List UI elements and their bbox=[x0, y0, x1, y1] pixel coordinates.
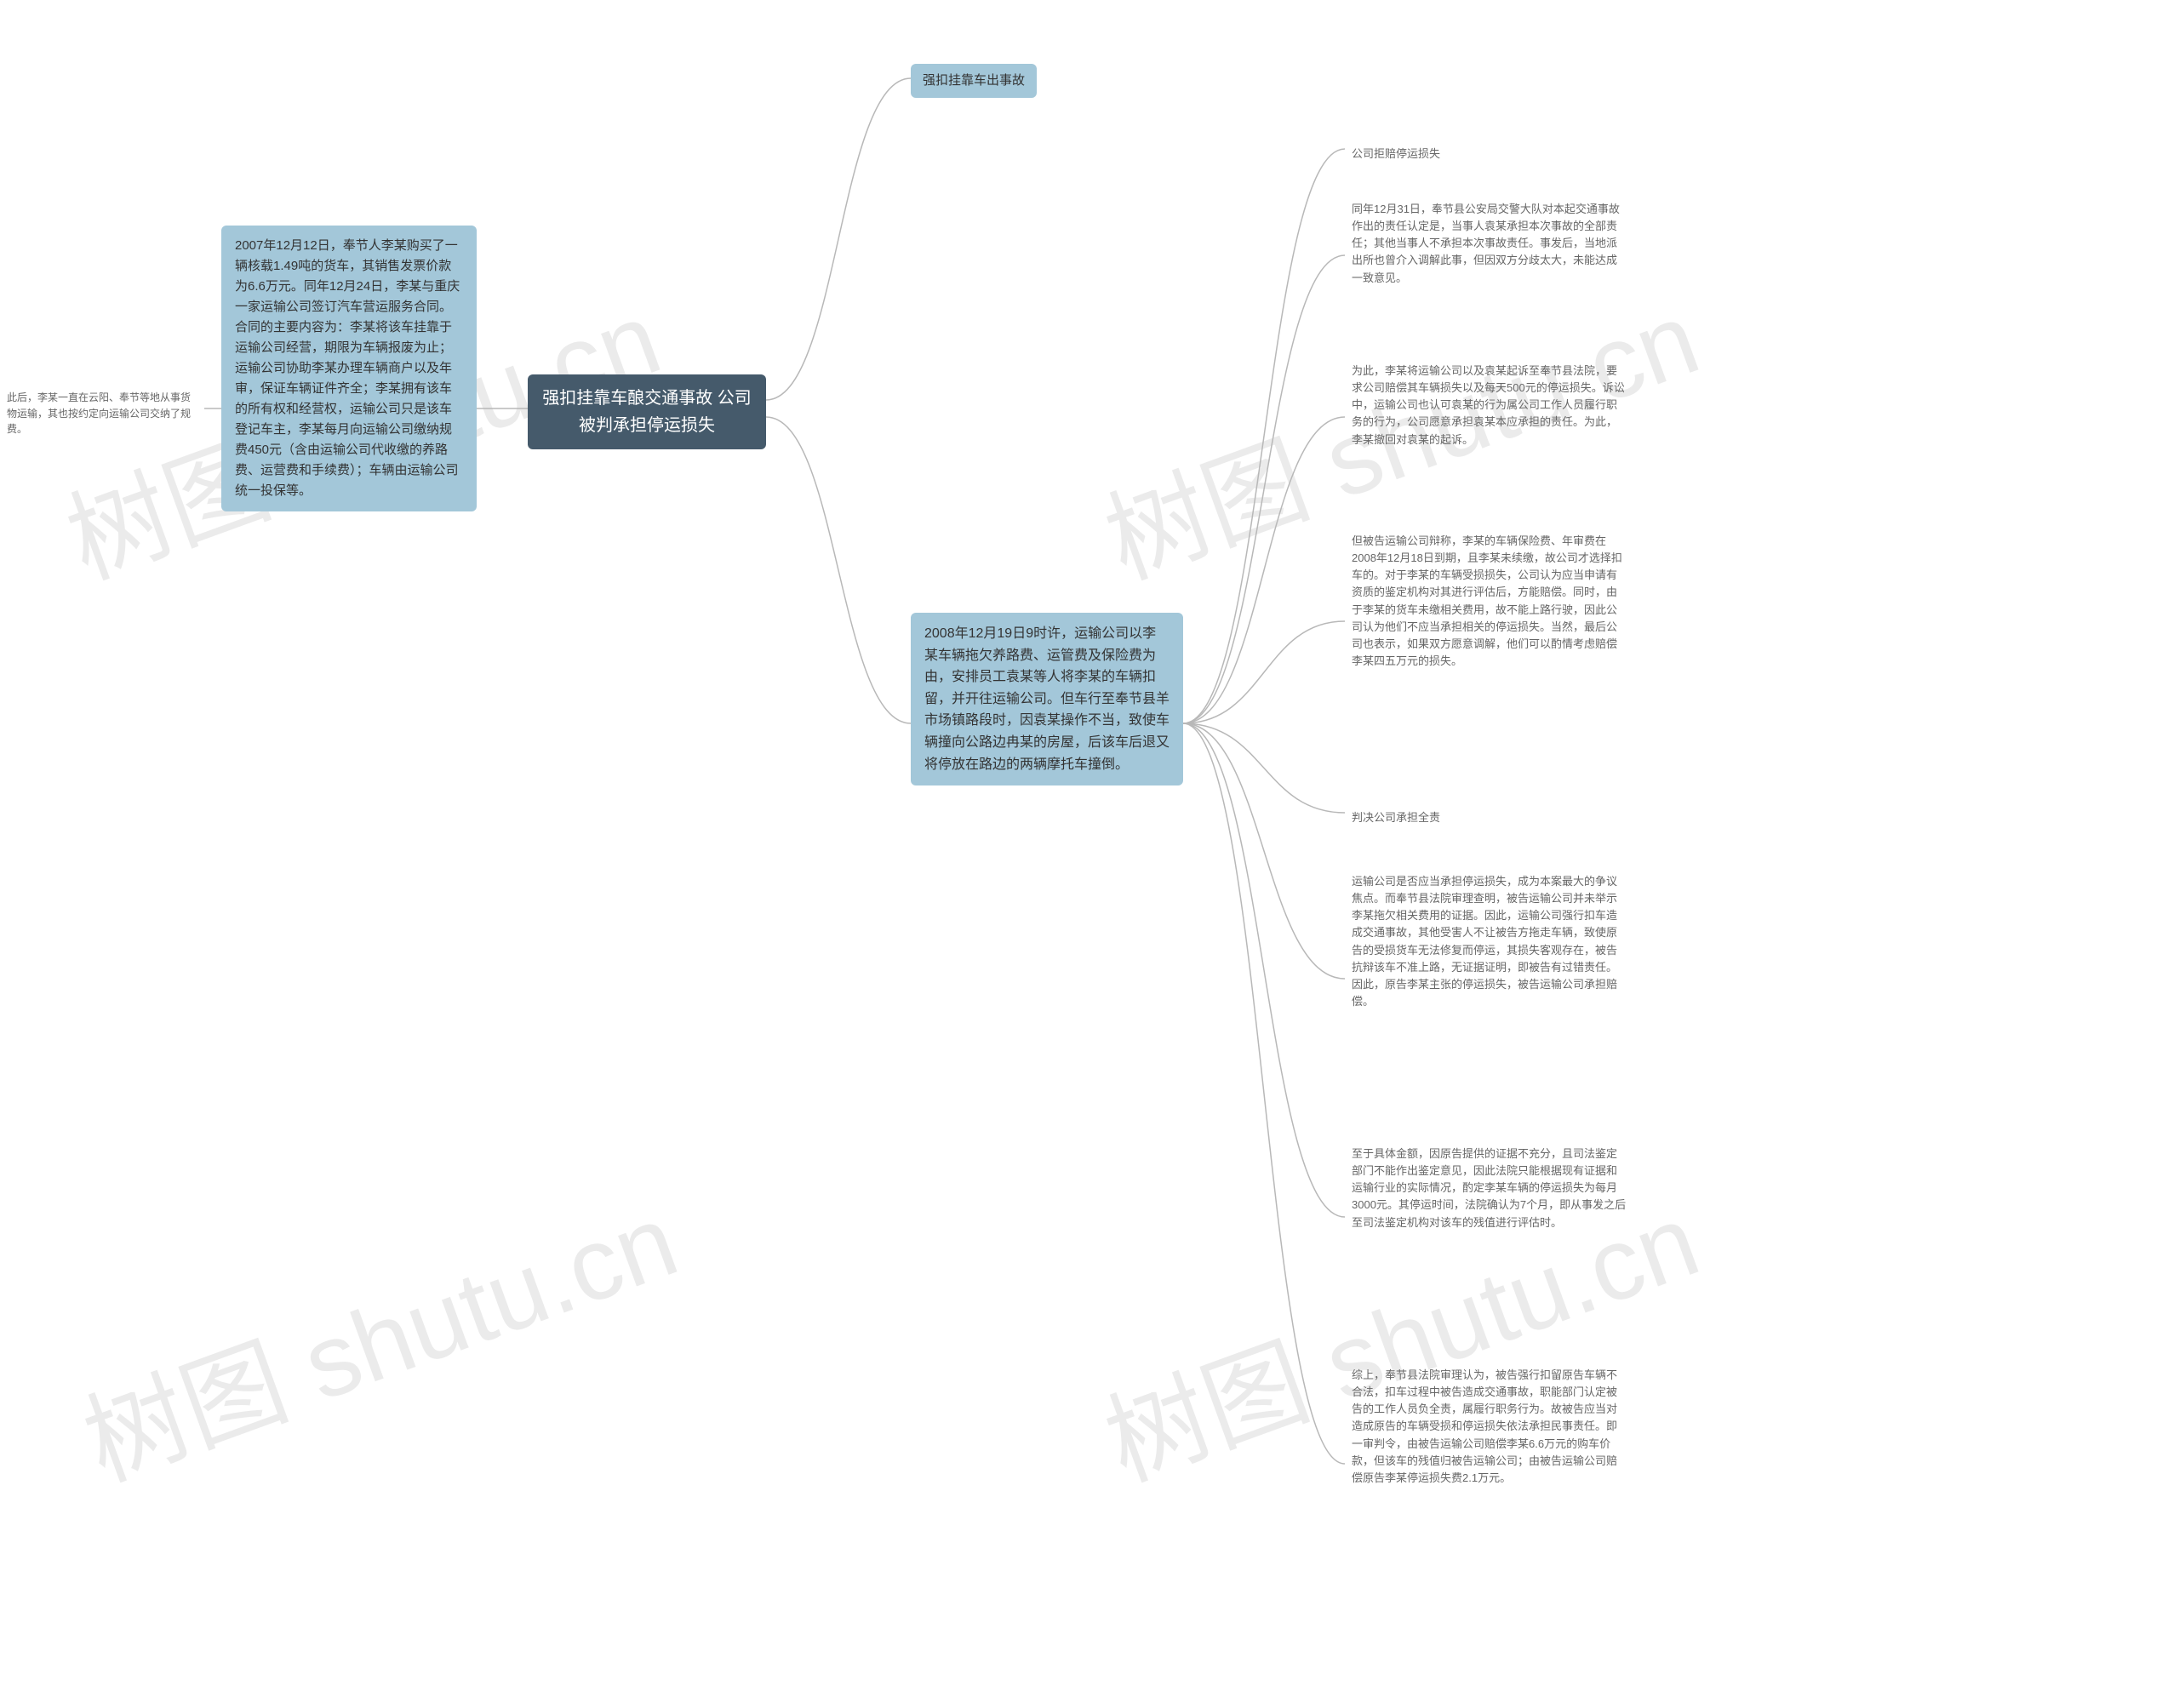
right-top-text: 强扣挂靠车出事故 bbox=[923, 73, 1025, 88]
left-sub-text: 此后，李某一直在云阳、奉节等地从事货物运输，其也按约定向运输公司交纳了规费。 bbox=[7, 391, 191, 435]
detail-6: 运输公司是否应当承担停运损失，成为本案最大的争议焦点。而奉节县法院审理查明，被告… bbox=[1345, 868, 1634, 1015]
detail-5-text: 判决公司承担全责 bbox=[1352, 811, 1440, 824]
root-label: 强扣挂靠车酿交通事故 公司被判承担停运损失 bbox=[542, 389, 752, 435]
right-main-node: 2008年12月19日9时许，运输公司以李某车辆拖欠养路费、运管费及保险费为由，… bbox=[911, 613, 1183, 785]
right-top-node: 强扣挂靠车出事故 bbox=[911, 64, 1037, 98]
detail-8-text: 综上，奉节县法院审理认为，被告强行扣留原告车辆不合法，扣车过程中被告造成交通事故… bbox=[1352, 1368, 1617, 1484]
right-main-text: 2008年12月19日9时许，运输公司以李某车辆拖欠养路费、运管费及保险费为由，… bbox=[924, 626, 1170, 772]
detail-4-text: 但被告运输公司辩称，李某的车辆保险费、年审费在2008年12月18日到期，且李某… bbox=[1352, 534, 1622, 667]
detail-7: 至于具体金额，因原告提供的证据不充分，且司法鉴定部门不能作出鉴定意见，因此法院只… bbox=[1345, 1140, 1634, 1237]
detail-4: 但被告运输公司辩称，李某的车辆保险费、年审费在2008年12月18日到期，且李某… bbox=[1345, 528, 1634, 675]
left-main-text: 2007年12月12日，奉节人李某购买了一辆核载1.49吨的货车，其销售发票价款… bbox=[235, 238, 460, 498]
detail-5: 判决公司承担全责 bbox=[1345, 804, 1634, 831]
detail-2-text: 同年12月31日，奉节县公安局交警大队对本起交通事故作出的责任认定是，当事人袁某… bbox=[1352, 203, 1620, 284]
left-sub-node: 此后，李某一直在云阳、奉节等地从事货物运输，其也按约定向运输公司交纳了规费。 bbox=[0, 385, 204, 443]
detail-6-text: 运输公司是否应当承担停运损失，成为本案最大的争议焦点。而奉节县法院审理查明，被告… bbox=[1352, 875, 1617, 1008]
root-node: 强扣挂靠车酿交通事故 公司被判承担停运损失 bbox=[528, 374, 766, 449]
watermark: 树图 shutu.cn bbox=[61, 1158, 694, 1509]
detail-7-text: 至于具体金额，因原告提供的证据不充分，且司法鉴定部门不能作出鉴定意见，因此法院只… bbox=[1352, 1147, 1626, 1229]
detail-1-text: 公司拒赔停运损失 bbox=[1352, 147, 1440, 160]
detail-1: 公司拒赔停运损失 bbox=[1345, 140, 1634, 168]
left-main-node: 2007年12月12日，奉节人李某购买了一辆核载1.49吨的货车，其销售发票价款… bbox=[221, 226, 477, 511]
detail-3-text: 为此，李某将运输公司以及袁某起诉至奉节县法院，要求公司赔偿其车辆损失以及每天50… bbox=[1352, 364, 1625, 446]
detail-3: 为此，李某将运输公司以及袁某起诉至奉节县法院，要求公司赔偿其车辆损失以及每天50… bbox=[1345, 357, 1634, 454]
detail-2: 同年12月31日，奉节县公安局交警大队对本起交通事故作出的责任认定是，当事人袁某… bbox=[1345, 196, 1634, 292]
detail-8: 综上，奉节县法院审理认为，被告强行扣留原告车辆不合法，扣车过程中被告造成交通事故… bbox=[1345, 1362, 1634, 1492]
